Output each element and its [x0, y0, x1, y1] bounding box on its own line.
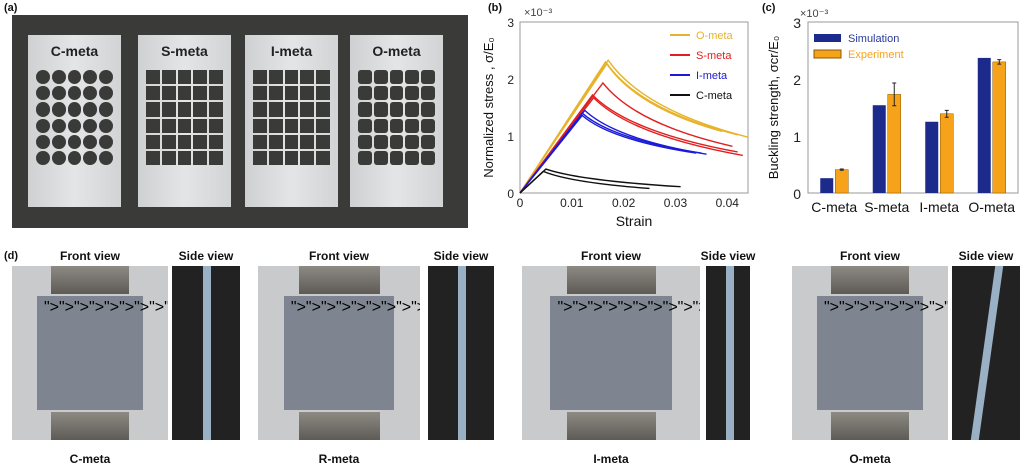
plot-frame: [519, 21, 749, 194]
side-view-label: Side view: [958, 249, 1014, 263]
front-view-label: Front view: [580, 249, 642, 263]
specimen-caption: O-meta: [849, 452, 891, 466]
series-line-s-meta: [519, 81, 733, 194]
y-multiplier: ×10⁻³: [524, 7, 552, 19]
plate-o-meta: O-meta: [350, 35, 443, 207]
panel-label-d: (d): [4, 250, 19, 262]
x-tick-label: S-meta: [864, 199, 909, 215]
y-tick-label: 1: [793, 129, 801, 145]
plot-frame: [807, 21, 1019, 194]
series-line-s-meta: [519, 93, 738, 194]
specimen-photo: C-meta S-meta I-meta O-meta: [12, 15, 468, 228]
legend-label: I-meta: [696, 70, 728, 82]
bar-simulation: [872, 105, 886, 193]
x-tick-label: I-meta: [919, 199, 959, 215]
x-tick-label: C-meta: [811, 199, 857, 215]
x-tick-label: 0: [517, 196, 524, 210]
legend-label: O-meta: [696, 30, 734, 42]
x-tick-label: 0.03: [664, 196, 688, 210]
series-line-i-meta: [519, 112, 702, 194]
buckling-strength-chart: 0 1 2 3×10⁻³ Buckling strength, σcr/E₀ C-meta…: [766, 8, 1019, 215]
front-view-photo: ">">">">">">">">">">">">">">">">">">">">…: [792, 266, 948, 440]
y-tick-label: 3: [793, 15, 801, 31]
bar-experiment: [940, 113, 954, 194]
front-view-label: Front view: [839, 249, 901, 263]
y-tick-label: 2: [507, 73, 514, 87]
bar-experiment: [887, 94, 901, 194]
series-line-i-meta: [519, 114, 697, 194]
specimen-caption: C-meta: [69, 452, 111, 466]
side-view-photo: [952, 266, 1020, 440]
legend-label: Simulation: [848, 33, 899, 45]
bar-experiment: [835, 169, 849, 194]
side-view-photo: [172, 266, 240, 440]
x-tick-label: 0.02: [612, 196, 636, 210]
series-line-o-meta: [519, 62, 738, 194]
x-axis-label: Strain: [616, 213, 653, 229]
x-tick-label: 0.04: [716, 196, 740, 210]
y-multiplier: ×10⁻³: [800, 8, 828, 20]
plate-i-meta: I-meta: [245, 35, 338, 207]
front-view-photo: ">">">">">">">">">">">">">">">">">">">">…: [12, 266, 168, 440]
y-tick-label: 0: [507, 187, 514, 201]
side-view-label: Side view: [178, 249, 234, 263]
side-view-label: Side view: [433, 249, 489, 263]
error-bar: [839, 168, 844, 171]
panel-label-b: (b): [488, 2, 503, 14]
legend-swatch: [813, 49, 842, 59]
bar-simulation: [977, 57, 991, 193]
y-tick-label: 2: [793, 72, 801, 88]
error-bar: [997, 59, 1002, 65]
error-bar: [944, 109, 949, 118]
front-view-photo: ">">">">">">">">">">">">">">">">">">">">…: [522, 266, 700, 440]
bar-simulation: [820, 178, 834, 193]
stress-strain-chart: 0 0.01 0.02 0.03 0.04 0 1 2 3 ×10⁻³ Strain Normaliz…: [481, 7, 749, 229]
y-tick-label: 0: [793, 186, 801, 202]
panel-label-c: (c): [762, 2, 776, 14]
bar-experiment: [992, 61, 1006, 194]
x-tick-label: O-meta: [968, 199, 1015, 215]
legend-label: Experiment: [848, 49, 904, 61]
series-line-c-meta: [519, 168, 681, 194]
y-tick-label: 3: [507, 16, 514, 30]
series-line-s-meta: [519, 96, 743, 194]
plate-c-meta: C-meta: [28, 35, 121, 207]
y-axis-label: Buckling strength, σcr/E₀: [766, 36, 781, 179]
y-tick-label: 1: [507, 130, 514, 144]
specimen-caption: I-meta: [593, 452, 629, 466]
front-view-photo: ">">">">">">">">">">">">">">">">">">">">…: [258, 266, 420, 440]
side-view-label: Side view: [700, 249, 756, 263]
error-bar: [892, 82, 897, 107]
legend-label: C-meta: [696, 90, 733, 102]
legend-label: S-meta: [696, 50, 732, 62]
panel-label-a: (a): [4, 2, 18, 14]
x-tick-label: 0.01: [560, 196, 584, 210]
series-line-c-meta: [519, 170, 650, 194]
y-axis-label: Normalized stress , σ/E₀: [481, 37, 496, 178]
legend-swatch: [814, 34, 841, 42]
bar-simulation: [925, 121, 939, 193]
side-view-photo: [428, 266, 494, 440]
side-view-photo: [706, 266, 750, 440]
plate-s-meta: S-meta: [138, 35, 231, 207]
series-line-o-meta: [519, 58, 749, 194]
front-view-label: Front view: [308, 249, 370, 263]
specimen-caption: R-meta: [318, 452, 360, 466]
front-view-label: Front view: [59, 249, 121, 263]
